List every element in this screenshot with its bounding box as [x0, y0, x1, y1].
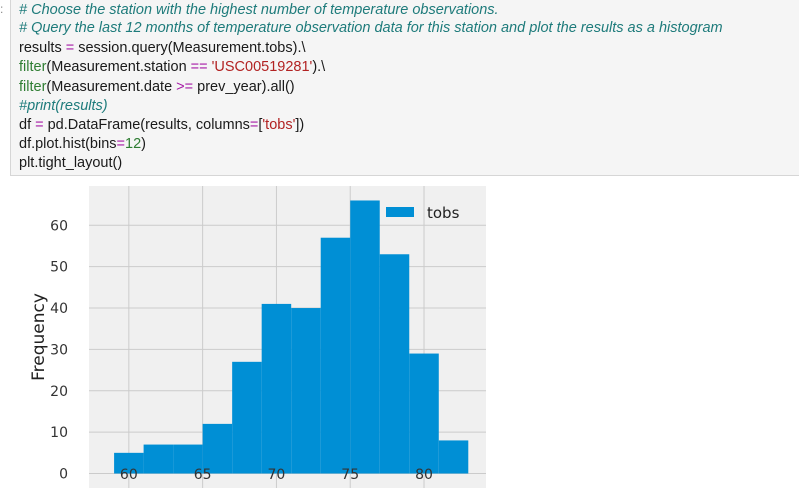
y-tick-label: 10 — [50, 425, 68, 441]
code-line: # Query the last 12 months of temperatur… — [19, 18, 723, 38]
histogram-bar — [173, 444, 203, 474]
x-tick-label: 80 — [415, 467, 433, 483]
x-tick-label: 65 — [194, 467, 212, 483]
x-tick-label: 75 — [341, 467, 359, 483]
y-tick-label: 50 — [50, 260, 68, 276]
y-tick-label: 40 — [50, 301, 68, 317]
histogram-bar — [114, 452, 144, 474]
code-token: 12 — [125, 136, 142, 152]
y-tick-label: 30 — [50, 342, 68, 358]
code-token: = — [65, 40, 75, 56]
code-token: 'tobs' — [262, 117, 296, 133]
code-token: ).\ — [312, 59, 326, 75]
code-token: (Measurement.station — [46, 59, 191, 75]
code-token: df — [19, 117, 36, 133]
y-tick-label: 60 — [50, 218, 68, 234]
histogram-bar — [350, 200, 380, 474]
code-token: == — [190, 59, 208, 75]
histogram-bar — [143, 444, 174, 474]
x-tick-label: 60 — [120, 467, 138, 483]
code-line: filter(Measurement.date >= prev_year).al… — [19, 77, 295, 97]
code-line: #print(results) — [19, 96, 108, 116]
code-token: # Choose the station with the highest nu… — [19, 2, 499, 18]
code-token: filter — [19, 79, 47, 95]
code-line: plt.tight_layout() — [19, 153, 122, 173]
code-token: # Query the last 12 months of temperatur… — [19, 20, 723, 36]
code-line: df = pd.DataFrame(results, columns=['tob… — [19, 115, 304, 135]
x-tick-label: 70 — [268, 467, 286, 483]
code-token: pd.DataFrame(results, columns — [43, 117, 250, 133]
code-line: df.plot.hist(bins=12) — [19, 134, 146, 154]
code-token: plt.tight_layout() — [19, 155, 123, 171]
code-token: ]) — [295, 117, 305, 133]
histogram-bar — [232, 361, 262, 474]
histogram-bar — [409, 353, 439, 474]
cell-prompt: : — [0, 2, 4, 16]
code-token: ) — [141, 136, 146, 152]
code-token: session.query(Measurement.tobs).\ — [74, 40, 306, 56]
code-token: [ — [258, 117, 263, 133]
code-token: = — [116, 136, 125, 152]
histogram-bar — [291, 308, 321, 474]
y-tick-label: 0 — [59, 467, 68, 483]
code-line: # Choose the station with the highest nu… — [19, 0, 499, 20]
code-token: df.plot.hist(bins — [19, 136, 117, 152]
y-axis-label: Frequency — [29, 293, 49, 381]
code-token: (Measurement.date — [46, 79, 177, 95]
histogram-bar — [379, 254, 410, 474]
code-token: = — [249, 117, 259, 133]
code-token: results — [19, 40, 66, 56]
histogram-bar — [438, 440, 469, 474]
histogram-bar — [261, 303, 292, 474]
code-token: >= — [176, 79, 194, 95]
code-token: = — [35, 117, 44, 133]
y-tick-label: 20 — [50, 384, 68, 400]
legend-label: tobs — [427, 204, 460, 222]
code-line: filter(Measurement.station == 'USC005192… — [19, 57, 325, 77]
code-token: prev_year).all() — [193, 79, 295, 95]
code-token: 'USC00519281' — [211, 59, 313, 75]
histogram-bar — [202, 423, 233, 474]
legend-swatch — [386, 207, 414, 217]
code-line: results = session.query(Measurement.tobs… — [19, 38, 306, 58]
code-token: #print(results) — [19, 98, 108, 114]
code-cell[interactable]: # Choose the station with the highest nu… — [10, 0, 799, 176]
code-token: filter — [19, 59, 47, 75]
histogram-bar — [320, 237, 351, 474]
